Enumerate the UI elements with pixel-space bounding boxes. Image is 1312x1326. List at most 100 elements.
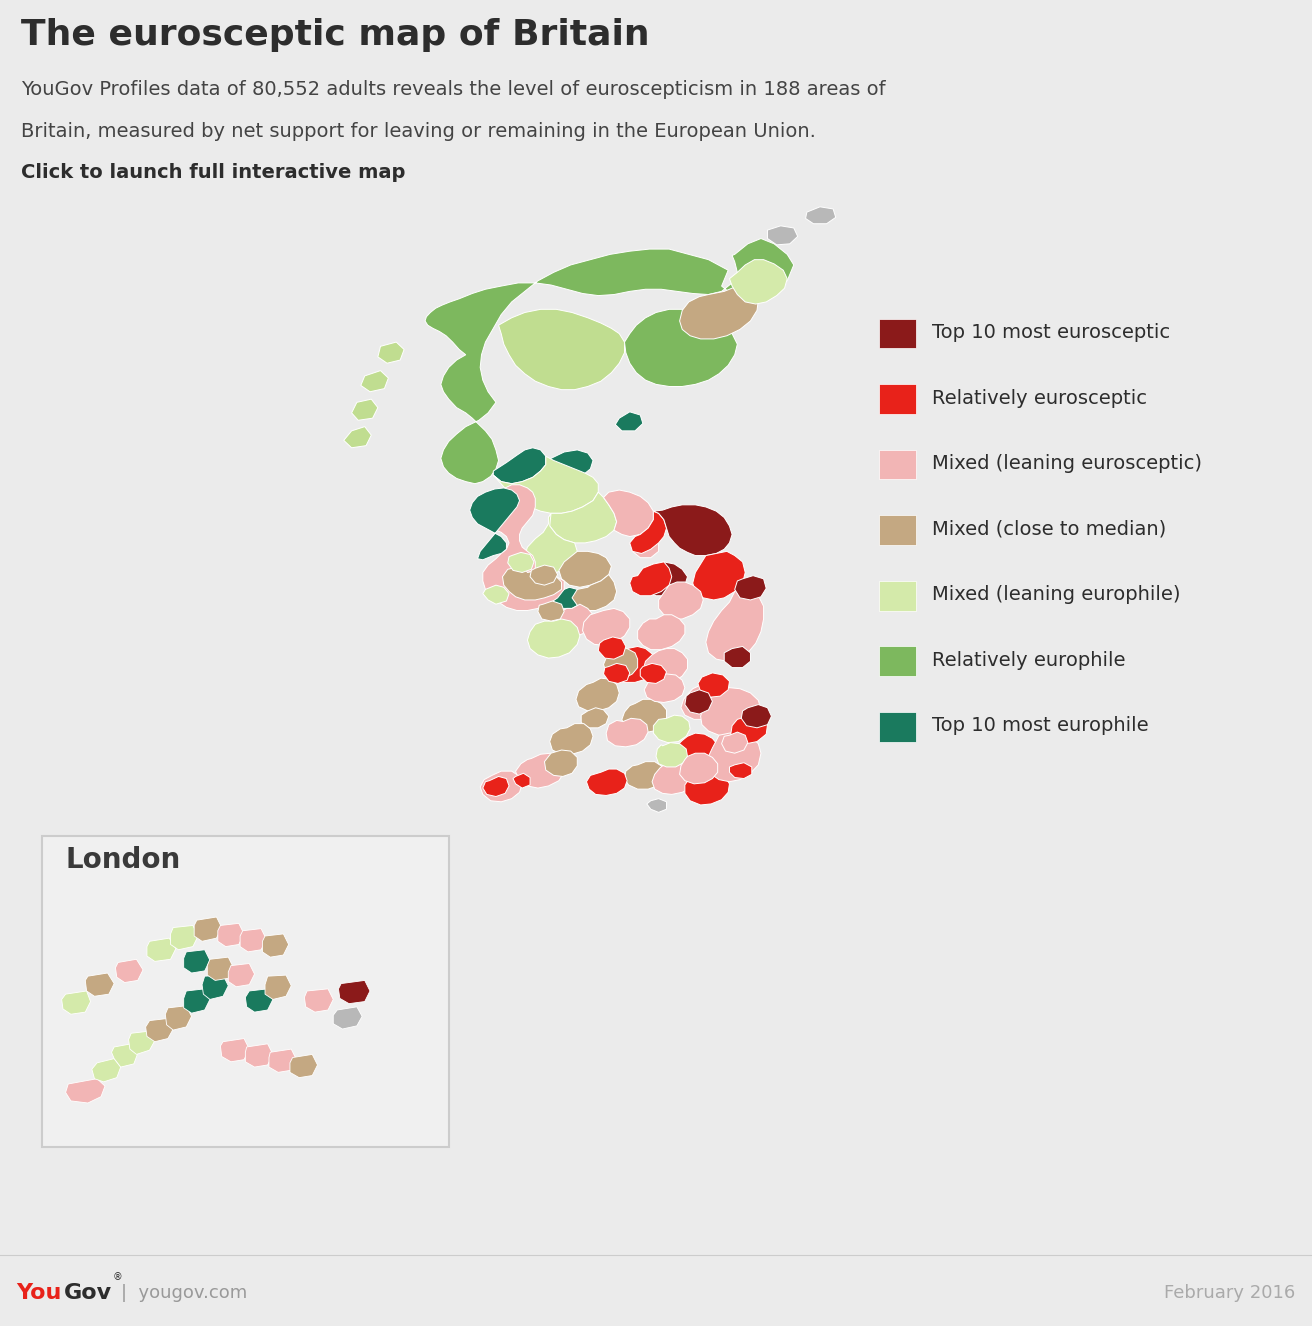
Polygon shape [550,724,593,754]
Text: Mixed (close to median): Mixed (close to median) [932,520,1166,538]
Polygon shape [706,587,764,662]
Text: You: You [16,1284,62,1303]
Text: Top 10 most europhile: Top 10 most europhile [932,716,1148,735]
Polygon shape [685,769,729,805]
Polygon shape [598,636,626,659]
Polygon shape [680,753,718,784]
Bar [879,712,916,741]
FancyBboxPatch shape [42,835,449,1147]
Polygon shape [499,309,625,390]
Polygon shape [513,773,530,788]
Polygon shape [606,719,648,747]
Polygon shape [228,964,255,987]
Polygon shape [724,647,750,667]
Polygon shape [115,959,143,983]
Text: YouGov Profiles data of 80,552 adults reveals the level of euroscepticism in 188: YouGov Profiles data of 80,552 adults re… [21,81,886,99]
Text: Relatively eurosceptic: Relatively eurosceptic [932,389,1147,407]
Polygon shape [470,488,520,560]
Polygon shape [735,575,766,599]
Polygon shape [559,552,611,587]
Polygon shape [604,663,630,683]
Bar [879,581,916,610]
Text: Top 10 most eurosceptic: Top 10 most eurosceptic [932,324,1169,342]
Polygon shape [615,412,643,431]
Polygon shape [112,1044,138,1067]
Polygon shape [508,553,534,573]
Polygon shape [729,260,787,304]
Polygon shape [604,648,638,678]
Polygon shape [361,371,388,391]
Polygon shape [653,505,732,556]
Polygon shape [538,601,564,621]
Polygon shape [638,562,687,595]
Polygon shape [556,605,593,636]
Polygon shape [768,225,798,245]
Polygon shape [731,715,768,744]
Polygon shape [483,777,509,797]
Polygon shape [644,674,685,703]
Polygon shape [581,708,609,728]
Text: Click to launch full interactive map: Click to launch full interactive map [21,163,405,182]
Text: February 2016: February 2016 [1164,1284,1295,1302]
Polygon shape [516,753,564,788]
Polygon shape [245,1044,273,1067]
Polygon shape [546,450,593,480]
Polygon shape [693,552,745,599]
Polygon shape [548,492,617,542]
Polygon shape [62,991,91,1014]
Polygon shape [493,456,598,513]
Polygon shape [165,1006,192,1030]
Polygon shape [220,1038,249,1062]
Polygon shape [630,562,672,595]
Polygon shape [240,928,266,952]
Text: ®: ® [113,1272,122,1282]
Polygon shape [207,957,234,980]
Polygon shape [92,1058,121,1082]
Polygon shape [147,937,176,961]
Bar [879,516,916,545]
Polygon shape [630,512,666,553]
Text: Gov: Gov [64,1284,113,1303]
Polygon shape [525,513,577,574]
Polygon shape [344,427,371,448]
Polygon shape [643,648,687,683]
Polygon shape [681,684,723,720]
Polygon shape [171,926,198,949]
Text: Mixed (leaning europhile): Mixed (leaning europhile) [932,585,1179,605]
Polygon shape [706,733,761,782]
Polygon shape [698,672,729,697]
Polygon shape [630,534,659,558]
Polygon shape [218,923,244,947]
Polygon shape [85,973,114,996]
Polygon shape [425,239,794,484]
Polygon shape [604,491,653,537]
Polygon shape [673,733,718,768]
Polygon shape [680,281,758,339]
Polygon shape [245,989,273,1012]
Polygon shape [701,688,761,736]
Polygon shape [659,582,703,619]
Polygon shape [184,949,210,973]
Text: Relatively europhile: Relatively europhile [932,651,1124,670]
Polygon shape [493,448,546,484]
Polygon shape [352,399,378,420]
Polygon shape [262,934,289,957]
Text: The eurosceptic map of Britain: The eurosceptic map of Britain [21,17,649,52]
Polygon shape [722,732,748,753]
Polygon shape [652,761,695,794]
Polygon shape [530,565,558,585]
Polygon shape [638,615,685,650]
Bar [879,318,916,349]
Polygon shape [583,609,630,646]
Polygon shape [729,762,752,778]
Polygon shape [333,1006,362,1029]
Polygon shape [146,1018,173,1042]
Polygon shape [202,975,228,1000]
Polygon shape [622,699,666,733]
Text: London: London [66,846,181,874]
Polygon shape [480,772,522,802]
Polygon shape [609,647,656,683]
Polygon shape [656,743,687,766]
Polygon shape [806,207,836,224]
Polygon shape [269,1049,297,1073]
